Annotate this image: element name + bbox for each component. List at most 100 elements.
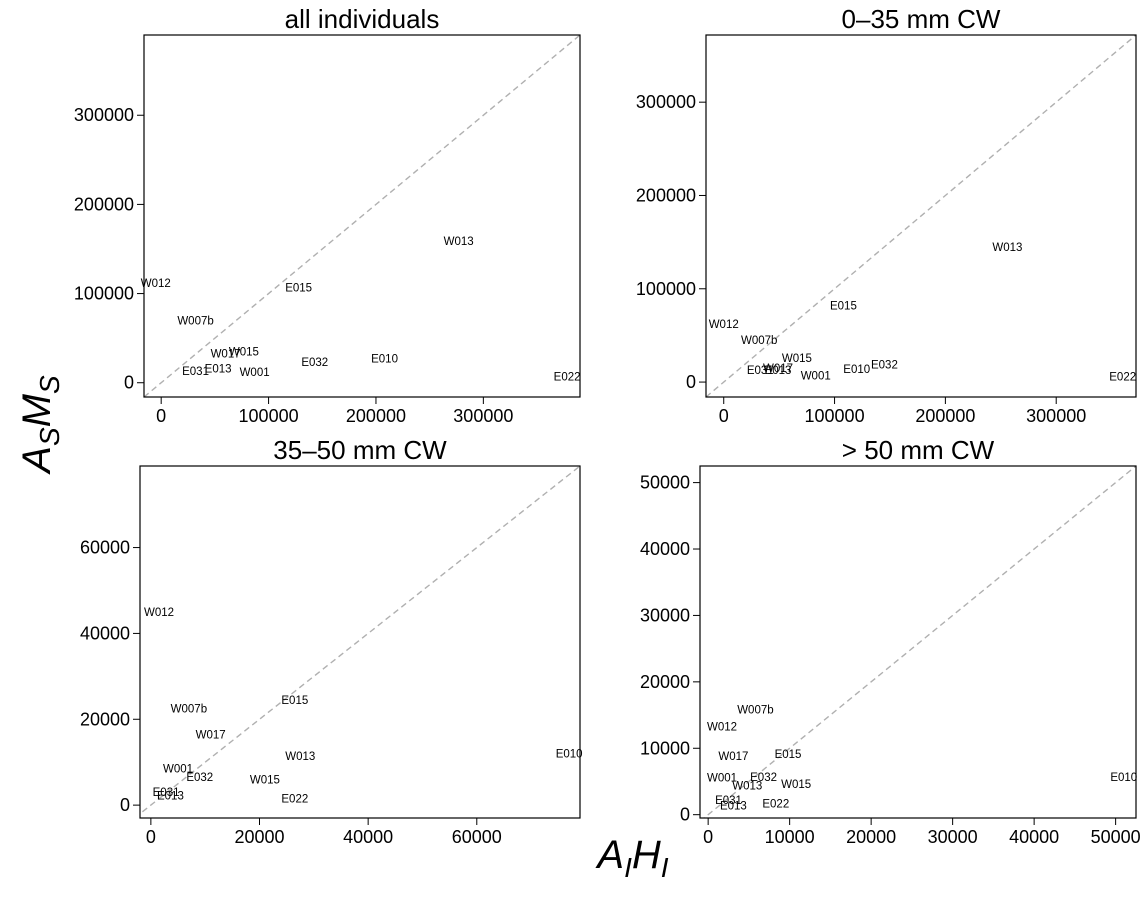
x-tick-label: 20000 xyxy=(234,827,284,847)
point-label: W015 xyxy=(781,779,811,791)
x-tick-label: 20000 xyxy=(846,827,896,847)
point-label: W013 xyxy=(444,236,474,248)
y-tick-label: 20000 xyxy=(80,709,130,729)
y-tick-label: 0 xyxy=(680,805,690,825)
x-tick-label: 100000 xyxy=(239,406,299,426)
point-label: W017 xyxy=(718,751,748,763)
point-label: E032 xyxy=(871,359,898,371)
point-label: E022 xyxy=(762,798,789,810)
x-tick-label: 100000 xyxy=(805,406,865,426)
point-label: W007b xyxy=(741,335,777,347)
x-tick-label: 200000 xyxy=(915,406,975,426)
x-tick-label: 0 xyxy=(703,827,713,847)
x-tick-label: 40000 xyxy=(1009,827,1059,847)
x-tick-label: 50000 xyxy=(1091,827,1141,847)
point-label: E022 xyxy=(1109,371,1136,383)
point-label: E015 xyxy=(830,301,857,313)
plot-frame xyxy=(139,465,581,819)
plot-frame xyxy=(705,34,1137,398)
y-tick-label: 0 xyxy=(120,795,130,815)
x-tick-label: 10000 xyxy=(765,827,815,847)
point-label: E032 xyxy=(750,772,777,784)
identity-line xyxy=(702,466,1136,818)
y-tick-label: 50000 xyxy=(640,473,690,493)
y-tick-label: 40000 xyxy=(80,623,130,643)
point-label: W013 xyxy=(992,242,1022,254)
point-label: W007b xyxy=(177,315,213,327)
point-label: W012 xyxy=(707,721,737,733)
point-label: W017 xyxy=(196,729,226,741)
point-label: W015 xyxy=(782,353,812,365)
point-label: W012 xyxy=(709,319,739,331)
point-label: E032 xyxy=(186,772,213,784)
y-tick-label: 200000 xyxy=(636,185,696,205)
y-tick-label: 100000 xyxy=(74,284,134,304)
point-label: W001 xyxy=(707,772,737,784)
point-label: E010 xyxy=(371,354,398,366)
point-label: E031 xyxy=(182,366,209,378)
point-label: E013 xyxy=(157,791,184,803)
panel-3: 35–50 mm CW 0 20000 40000 60000 0 20000 40000 60… xyxy=(80,435,583,847)
point-label: E032 xyxy=(301,357,328,369)
x-axis-label: AIHI xyxy=(595,833,668,883)
panel-title: 35–50 mm CW xyxy=(273,435,447,465)
y-tick-label: 60000 xyxy=(80,538,130,558)
x-tick-label: 300000 xyxy=(1026,406,1086,426)
point-label: W001 xyxy=(801,371,831,383)
identity-line xyxy=(144,35,580,397)
panel-1: all individuals 0 100000 200000 300000 0 10000… xyxy=(74,4,581,426)
y-tick-label: 20000 xyxy=(640,672,690,692)
y-tick-label: 0 xyxy=(124,373,134,393)
y-tick-label: 200000 xyxy=(74,194,134,214)
point-label: E031 xyxy=(153,787,180,799)
y-tick-label: 0 xyxy=(686,372,696,392)
point-label: W017 xyxy=(763,363,793,375)
point-label: W001 xyxy=(240,367,270,379)
panel-title: all individuals xyxy=(285,4,440,34)
point-label: W015 xyxy=(229,347,259,359)
x-tick-label: 0 xyxy=(146,827,156,847)
point-label: E015 xyxy=(285,282,312,294)
x-tick-label: 200000 xyxy=(346,406,406,426)
point-label: W001 xyxy=(163,764,193,776)
identity-line xyxy=(140,466,580,815)
y-tick-label: 30000 xyxy=(640,605,690,625)
point-label: W012 xyxy=(141,278,171,290)
point-label: W013 xyxy=(285,751,315,763)
plot-frame xyxy=(699,465,1137,819)
panel-2: 0–35 mm CW 0 100000 200000 300000 0 100000 2000… xyxy=(636,4,1137,426)
panel-title: 0–35 mm CW xyxy=(842,4,1001,34)
panel-title: > 50 mm CW xyxy=(842,435,995,465)
identity-line xyxy=(706,35,1136,397)
point-label: E022 xyxy=(554,371,581,383)
point-label: E031 xyxy=(747,365,774,377)
panel-4: > 50 mm CW 0 10000 20000 30000 40000 50000 0 100… xyxy=(640,435,1141,847)
point-label: W017 xyxy=(211,348,241,360)
x-tick-label: 40000 xyxy=(343,827,393,847)
point-label: E010 xyxy=(556,749,583,761)
x-tick-label: 0 xyxy=(719,406,729,426)
point-label: W007b xyxy=(171,704,207,716)
y-tick-label: 300000 xyxy=(74,105,134,125)
point-label: E010 xyxy=(1110,772,1137,784)
x-tick-label: 60000 xyxy=(452,827,502,847)
x-tick-label: 30000 xyxy=(928,827,978,847)
point-label: E013 xyxy=(765,365,792,377)
point-label: E013 xyxy=(205,363,232,375)
point-label: E015 xyxy=(775,749,802,761)
y-tick-label: 100000 xyxy=(636,279,696,299)
y-tick-label: 40000 xyxy=(640,539,690,559)
x-tick-label: 0 xyxy=(156,406,166,426)
plot-frame xyxy=(143,34,581,398)
point-label: W007b xyxy=(737,705,773,717)
point-label: E015 xyxy=(281,695,308,707)
point-label: E022 xyxy=(281,794,308,806)
point-label: W013 xyxy=(732,780,762,792)
x-tick-label: 300000 xyxy=(453,406,513,426)
point-label: E013 xyxy=(720,800,747,812)
y-tick-label: 300000 xyxy=(636,92,696,112)
point-label: E010 xyxy=(843,364,870,376)
y-tick-label: 10000 xyxy=(640,738,690,758)
point-label: W015 xyxy=(250,774,280,786)
